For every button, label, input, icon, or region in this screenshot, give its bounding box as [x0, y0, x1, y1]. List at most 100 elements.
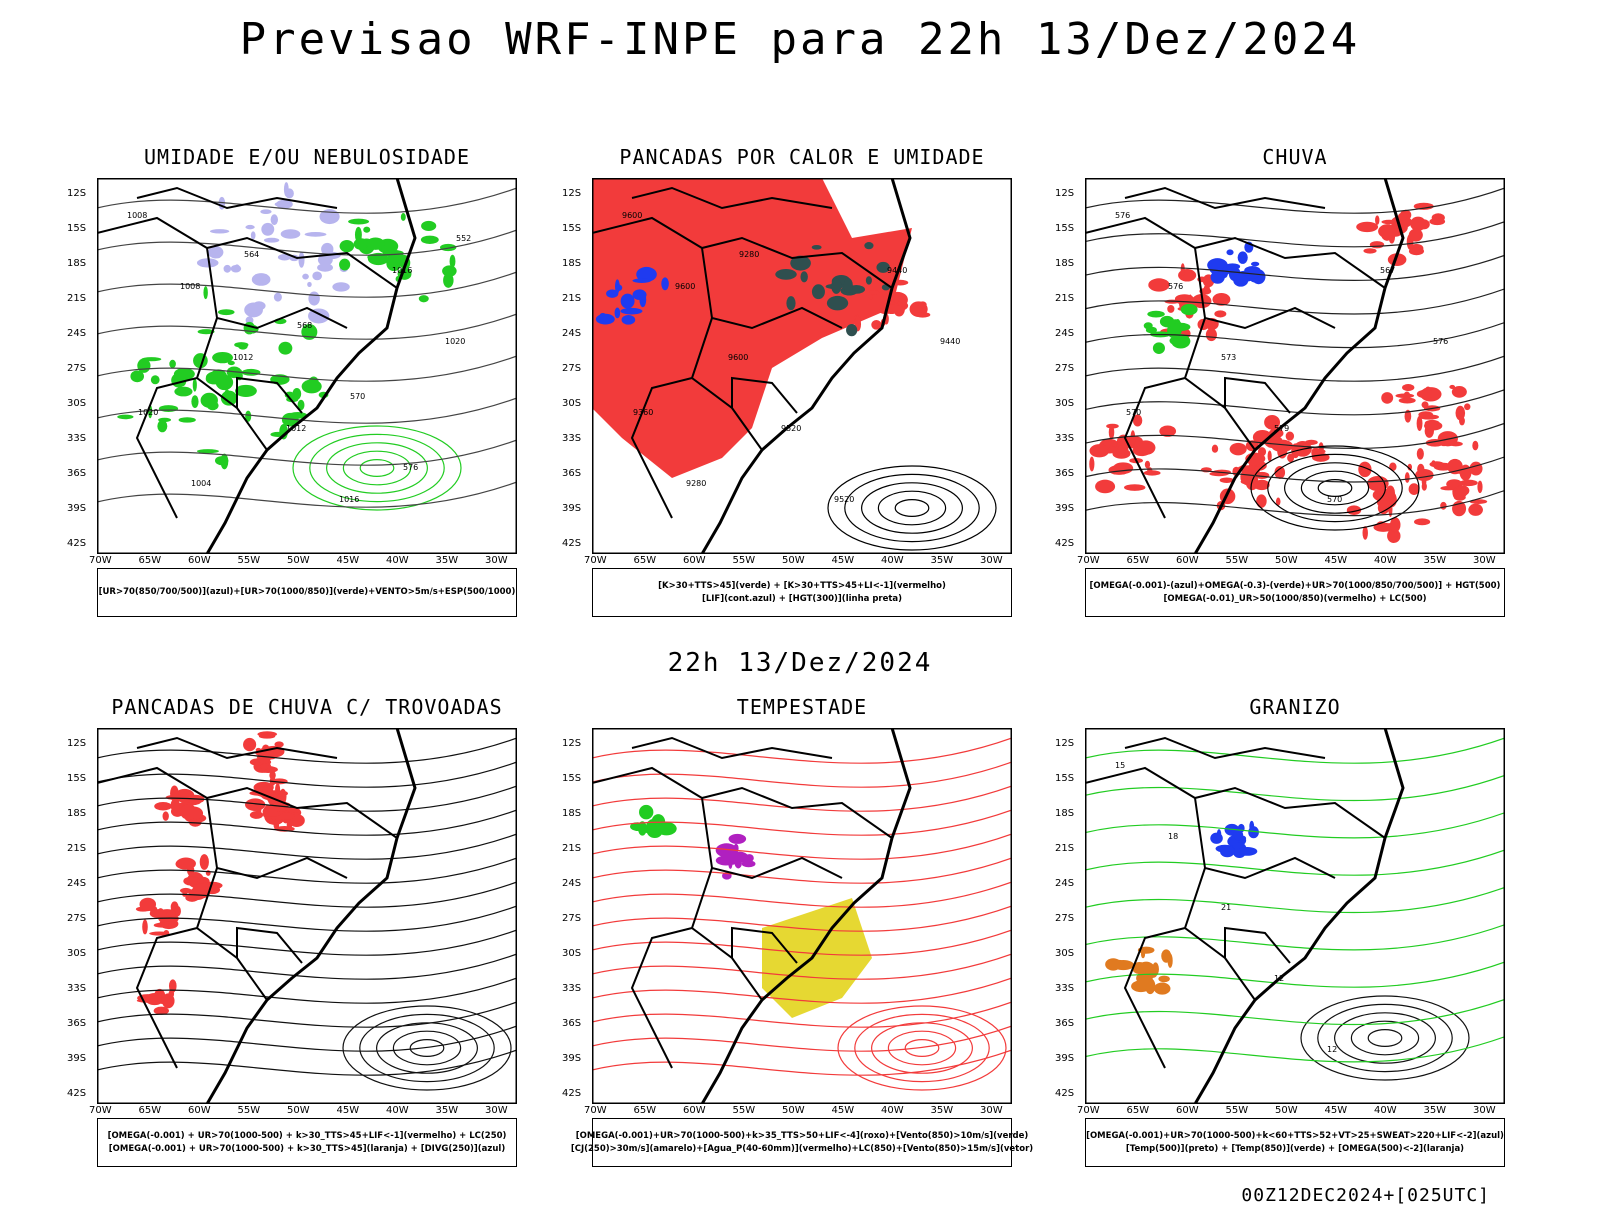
map-panel: 1008 1008 1012 1012 1016 1016 1020 1020 1004 564 5… — [97, 178, 517, 554]
latitude-label: 39S — [67, 503, 87, 514]
latitude-label: 18S — [1055, 808, 1075, 819]
legend-line: [OMEGA(-0.01)_UR>50(1000/850)(vermelho) … — [1163, 593, 1427, 604]
panel-title: PANCADAS DE CHUVA C/ TROVOADAS — [111, 695, 503, 719]
contour-label: 9280 — [739, 250, 759, 259]
contour-label: 1016 — [339, 495, 359, 504]
latitude-label: 18S — [1055, 258, 1075, 269]
main-title: Previsao WRF-INPE para 22h 13/Dez/2024 — [239, 14, 1361, 65]
legend-line: [K>30+TTS>45](verde) + [K>30+TTS>45+LI<-… — [658, 580, 946, 591]
latitude-label: 27S — [67, 913, 87, 924]
longitude-label: 70W — [89, 1105, 112, 1116]
legend-line: [UR>70(850/700/500)](azul)+[UR>70(1000/8… — [98, 587, 516, 597]
legend-line: [OMEGA(-0.001) + UR>70(1000-500) + k>30_… — [107, 1130, 507, 1141]
contour-label: 9600 — [622, 211, 642, 220]
longitude-label: 70W — [1077, 555, 1100, 566]
longitude-label: 45W — [336, 1105, 360, 1116]
latitude-label: 30S — [562, 398, 582, 409]
streamlines — [592, 737, 1012, 1076]
panel-legend: [UR>70(850/700/500)](azul)+[UR>70(1000/8… — [97, 568, 517, 617]
contour-label: 1012 — [233, 353, 253, 362]
latitude-label: 24S — [1055, 878, 1075, 889]
panel-legend: [OMEGA(-0.001)+UR>70(1000-500)+k>35_TTS>… — [571, 1118, 1033, 1167]
contour-label: 576 — [1433, 337, 1448, 346]
latitude-label: 39S — [1055, 1053, 1075, 1064]
longitude-label: 45W — [1324, 555, 1348, 566]
latitude-label: 39S — [67, 1053, 87, 1064]
latitude-label: 21S — [562, 293, 582, 304]
longitude-label: 40W — [386, 555, 409, 566]
country-borders — [592, 736, 893, 1069]
map-panel — [97, 728, 517, 1104]
latitude-label: 42S — [67, 1088, 87, 1099]
longitude-label: 55W — [732, 555, 756, 566]
latitude-label: 21S — [67, 293, 87, 304]
map-frame — [97, 728, 517, 1104]
latitude-label: 42S — [67, 538, 87, 549]
longitude-label: 35W — [1423, 555, 1447, 566]
legend-line: [OMEGA(-0.001) + UR>70(1000-500) + k>30_… — [108, 1143, 506, 1154]
contour-label: 9360 — [633, 408, 653, 417]
map-panel: 576 576 573 579 570 567 576 570 — [1085, 178, 1505, 554]
latitude-label: 36S — [1055, 468, 1075, 479]
contour-label: 1008 — [180, 282, 200, 291]
country-borders — [97, 736, 398, 1069]
latitude-label: 12S — [1055, 738, 1075, 749]
contour-label: 1020 — [445, 337, 465, 346]
map-panel: 9600 9600 9600 9520 9520 9440 9440 9360 9280 9280 — [592, 178, 1012, 554]
latitude-label: 30S — [562, 948, 582, 959]
run-timestamp: 00Z12DEC2024+[025UTC] — [1241, 1185, 1490, 1206]
lifted-index-contours — [595, 266, 669, 325]
longitude-label: 50W — [287, 1105, 310, 1116]
contour-label: 12 — [1327, 1045, 1337, 1054]
latitude-label: 27S — [562, 913, 582, 924]
longitude-label: 55W — [1225, 1105, 1249, 1116]
contour-label: 9520 — [834, 495, 854, 504]
latitude-label: 12S — [67, 188, 87, 199]
convection-green-area — [775, 242, 890, 337]
panel-legend: [K>30+TTS>45](verde) + [K>30+TTS>45+LI<-… — [592, 568, 1012, 617]
streamlines — [1085, 187, 1505, 517]
coastline — [1193, 178, 1405, 554]
panel-legend: [OMEGA(-0.001)+UR>70(1000-500)+k<60+TTS>… — [1085, 1118, 1505, 1167]
longitude-label: 30W — [980, 1105, 1003, 1116]
contour-label: 9440 — [887, 266, 907, 275]
latitude-label: 15S — [562, 773, 582, 784]
wind-green-area — [630, 804, 677, 838]
longitude-label: 30W — [980, 555, 1003, 566]
longitude-label: 70W — [89, 555, 112, 566]
latitude-label: 33S — [562, 433, 582, 444]
contour-label: 9520 — [781, 424, 801, 433]
longitude-label: 40W — [881, 555, 904, 566]
contour-label: 1020 — [138, 408, 158, 417]
latitude-label: 27S — [67, 363, 87, 374]
latitude-label: 27S — [562, 363, 582, 374]
contour-label: 573 — [1221, 353, 1236, 362]
legend-line: [OMEGA(-0.001)+UR>70(1000-500)+k>35_TTS>… — [575, 1130, 1029, 1141]
panel-title: CHUVA — [1262, 145, 1328, 169]
panel-title: PANCADAS POR CALOR E UMIDADE — [619, 145, 985, 169]
longitude-label: 50W — [782, 1105, 805, 1116]
latitude-label: 42S — [562, 1088, 582, 1099]
longitude-label: 30W — [485, 555, 508, 566]
latitude-label: 18S — [67, 258, 87, 269]
longitude-label: 45W — [1324, 1105, 1348, 1116]
longitude-label: 60W — [1176, 1105, 1199, 1116]
contour-label: 1008 — [127, 211, 147, 220]
latitude-label: 24S — [67, 878, 87, 889]
hail-blue-area — [1210, 820, 1259, 859]
contour-label: 18 — [1168, 832, 1178, 841]
latitude-label: 33S — [67, 983, 87, 994]
streamlines — [97, 737, 517, 1076]
map-panel: 15 18 21 12 12 — [1085, 728, 1505, 1104]
latitude-label: 30S — [67, 398, 87, 409]
latitude-label: 12S — [562, 188, 582, 199]
contour-label: 9440 — [940, 337, 960, 346]
rain-red-area — [1356, 202, 1446, 267]
contour-label: 9600 — [728, 353, 748, 362]
contour-label: 15 — [1115, 761, 1125, 770]
latitude-label: 39S — [1055, 503, 1075, 514]
latitude-label: 18S — [562, 808, 582, 819]
latitude-label: 27S — [1055, 913, 1075, 924]
longitude-label: 35W — [1423, 1105, 1447, 1116]
panel-title: TEMPESTADE — [736, 695, 868, 719]
